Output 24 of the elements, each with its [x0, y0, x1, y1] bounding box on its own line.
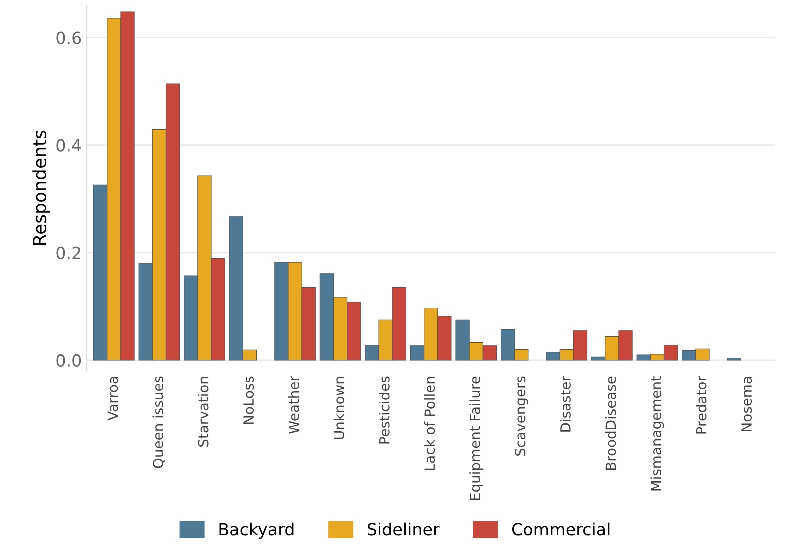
- x-tick-label: Pesticides: [379, 376, 390, 444]
- bar: [727, 358, 742, 361]
- legend-label: Commercial: [512, 522, 610, 536]
- x-tick-label: Nosema: [742, 377, 752, 432]
- x-tick-label: Scavengers: [515, 376, 528, 456]
- legend-label: Sideliner: [368, 522, 440, 536]
- x-tick-label: Predator: [696, 376, 707, 434]
- legend-label: Backyard: [220, 522, 294, 539]
- x-tick-label: Mismanagement: [650, 376, 664, 491]
- y-tick-label: 0.4: [56, 139, 82, 152]
- x-tick-label: NoLoss: [244, 376, 254, 424]
- y-tick-label: 0.0: [56, 354, 82, 367]
- x-tick-label: Starvation: [198, 377, 209, 447]
- x-tick-label: Equipment Failure: [470, 376, 484, 500]
- x-tick-label: Varroa: [108, 377, 118, 421]
- x-tick-label: Disaster: [560, 376, 571, 432]
- x-tick-label: BroodDisease: [605, 376, 616, 470]
- x-tick-label: Lack of Pollen: [424, 377, 436, 470]
- x-tick-label: Queen issues: [152, 376, 166, 468]
- y-tick-label: 0.6: [56, 32, 82, 44]
- x-tick-label: Unknown: [334, 377, 345, 440]
- y-axis-title: Respondents: [32, 130, 50, 245]
- x-tick-label: Weather: [288, 376, 300, 434]
- y-tick-label: 0.2: [56, 246, 80, 260]
